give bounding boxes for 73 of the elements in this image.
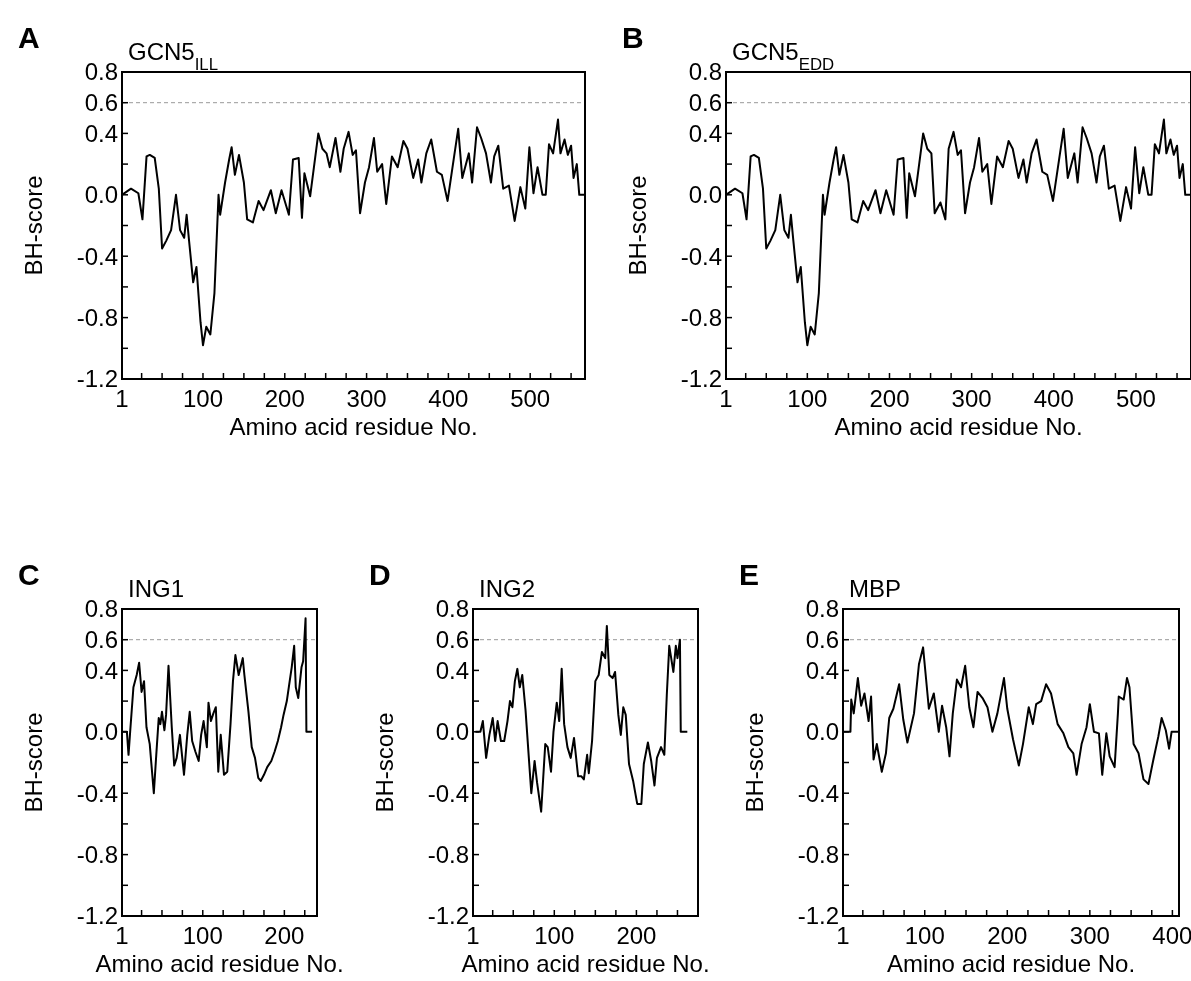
chart-title: ING1 <box>128 575 185 602</box>
y-tick-label: -1.2 <box>427 902 469 930</box>
x-tick-label: 100 <box>182 922 223 949</box>
y-tick-label: 0.8 <box>84 58 118 86</box>
y-tick-label: -0.4 <box>797 779 839 807</box>
x-tick-label: 200 <box>616 922 657 949</box>
text: C <box>18 558 40 591</box>
x-axis-title: Amino acid residue No. <box>461 950 710 977</box>
y-tick-label: -0.4 <box>76 779 118 807</box>
y-tick-label: 0.6 <box>435 626 469 654</box>
x-tick-label: 200 <box>869 385 910 412</box>
y-tick-label: -1.2 <box>76 365 118 393</box>
y-tick-label: 0.0 <box>84 181 118 209</box>
x-tick-label: 100 <box>182 385 224 412</box>
text: D <box>369 558 391 591</box>
x-tick-label: 200 <box>264 385 305 412</box>
y-tick-label: -0.8 <box>76 841 118 868</box>
y-tick-label: 0.4 <box>435 656 469 684</box>
x-tick-label: 200 <box>987 922 1028 949</box>
y-tick-label: 0.4 <box>688 119 722 147</box>
text: E <box>739 558 760 591</box>
y-tick-label: 0.0 <box>688 181 722 209</box>
y-tick-label: 0.8 <box>84 595 118 623</box>
x-axis-title: Amino acid residue No. <box>886 950 1136 977</box>
x-axis-title: Amino acid residue No. <box>834 413 1083 440</box>
text: A <box>18 21 40 54</box>
x-tick-label: 100 <box>787 385 828 412</box>
x-tick-label: 300 <box>1069 922 1110 949</box>
y-tick-label: -0.4 <box>427 779 469 807</box>
y-axis-title: BH-score <box>741 712 768 813</box>
y-tick-label: -1.2 <box>797 902 839 930</box>
y-tick-label: 0.8 <box>688 58 722 86</box>
y-tick-label: 0.8 <box>805 595 839 623</box>
y-tick-label: 0.0 <box>805 718 839 746</box>
y-tick-label: 0.8 <box>435 595 469 623</box>
y-axis-title: BH-score <box>624 175 651 276</box>
x-tick-label: 300 <box>951 385 992 412</box>
chart-title: MBP <box>849 575 902 602</box>
x-tick-label: 400 <box>1152 922 1191 949</box>
text: B <box>622 21 644 54</box>
y-tick-label: -0.8 <box>76 304 118 331</box>
y-tick-label: 0.0 <box>435 718 469 746</box>
y-tick-label: -0.8 <box>797 841 839 868</box>
y-tick-label: 0.6 <box>805 626 839 654</box>
x-tick-label: 500 <box>510 385 551 412</box>
y-tick-label: 0.0 <box>84 718 118 746</box>
chart-title: GCN5$_{ILL}$ <box>128 38 219 74</box>
y-tick-label: 0.4 <box>84 656 118 684</box>
y-tick-label: -0.8 <box>427 841 469 868</box>
y-tick-label: -1.2 <box>76 902 118 930</box>
x-tick-label: 400 <box>428 385 469 412</box>
y-tick-label: 0.6 <box>84 89 118 117</box>
x-tick-label: 400 <box>1033 385 1074 412</box>
y-tick-label: -0.4 <box>76 242 118 270</box>
x-tick-label: 200 <box>264 922 305 949</box>
x-tick-label: 500 <box>1115 385 1156 412</box>
y-axis-title: BH-score <box>20 712 47 813</box>
x-tick-label: 100 <box>534 922 575 949</box>
y-tick-label: -1.2 <box>680 365 722 393</box>
y-tick-label: 0.4 <box>84 119 118 147</box>
x-tick-label: 100 <box>904 922 945 949</box>
y-tick-label: 0.6 <box>84 626 118 654</box>
y-tick-label: -0.4 <box>680 242 722 270</box>
x-axis-title: Amino acid residue No. <box>229 413 478 440</box>
y-axis-title: BH-score <box>371 712 398 813</box>
y-axis-title: BH-score <box>20 175 47 276</box>
chart-title: ING2 <box>479 575 536 602</box>
y-tick-label: 0.6 <box>688 89 722 117</box>
x-tick-label: 300 <box>346 385 387 412</box>
y-tick-label: -0.8 <box>680 304 722 331</box>
x-axis-title: Amino acid residue No. <box>95 950 344 977</box>
chart-title: GCN5$_{EDD}$ <box>732 38 835 74</box>
y-tick-label: 0.4 <box>805 656 839 684</box>
